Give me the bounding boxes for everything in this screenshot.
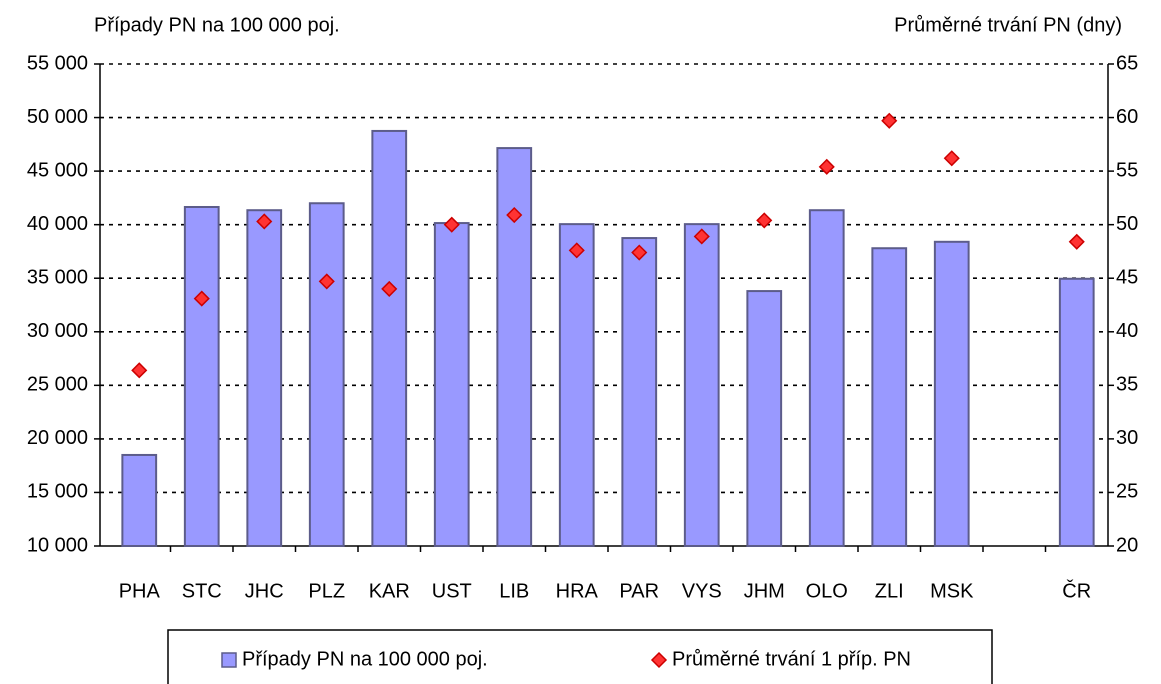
bar xyxy=(808,209,845,547)
bar xyxy=(433,222,470,547)
y-tick-label: 45 000 xyxy=(27,159,88,181)
legend-box xyxy=(167,629,993,684)
legend-label: Průměrné trvání 1 příp. PN xyxy=(672,648,911,670)
y2-tick-label: 55 xyxy=(1116,159,1138,181)
legend-label: Případy PN na 100 000 poj. xyxy=(242,648,488,670)
x-tick-label: MSK xyxy=(930,580,974,602)
bar xyxy=(308,202,345,547)
x-tick-label: KAR xyxy=(369,580,410,602)
y2-tick-label: 35 xyxy=(1116,374,1138,396)
y2-tick-label: 25 xyxy=(1116,481,1138,503)
marker xyxy=(818,158,835,175)
x-tick-label: PHA xyxy=(119,580,161,602)
x-tick-label: UST xyxy=(432,580,472,602)
y-tick-label: 50 000 xyxy=(27,106,88,128)
marker xyxy=(943,150,960,167)
y-tick-label: 10 000 xyxy=(27,534,88,556)
bar xyxy=(933,240,970,547)
y2-tick-label: 30 xyxy=(1116,427,1138,449)
y2-tick-label: 20 xyxy=(1116,534,1138,556)
x-tick-label: JHM xyxy=(744,580,785,602)
y2-axis-title: Průměrné trvání PN (dny) xyxy=(894,14,1122,36)
bar xyxy=(371,129,408,547)
x-tick-label: VYS xyxy=(682,580,722,602)
marker xyxy=(443,216,460,233)
x-tick-label: OLO xyxy=(806,580,848,602)
marker xyxy=(506,206,523,224)
bar xyxy=(246,209,283,547)
x-tick-label: PAR xyxy=(619,580,659,602)
bar xyxy=(183,205,220,547)
y-tick-label: 30 000 xyxy=(27,320,88,342)
marker xyxy=(693,228,710,245)
x-tick-label: HRA xyxy=(556,580,599,602)
y2-tick-label: 45 xyxy=(1116,267,1138,289)
y-axis-title: Případy PN na 100 000 poj. xyxy=(94,14,340,36)
x-tick-label: JHC xyxy=(245,580,284,602)
y-tick-label: 40 000 xyxy=(27,213,88,235)
marker xyxy=(631,244,648,261)
x-tick-label: ČR xyxy=(1062,579,1091,602)
bar xyxy=(621,237,658,548)
x-tick-label: ZLI xyxy=(875,580,904,602)
marker xyxy=(1068,233,1085,250)
marker xyxy=(568,242,585,259)
y2-tick-label: 40 xyxy=(1116,320,1138,342)
bar xyxy=(121,453,158,548)
legend-swatch xyxy=(221,652,237,668)
bar xyxy=(1058,277,1095,547)
bar xyxy=(871,247,908,547)
marker xyxy=(131,362,148,379)
marker xyxy=(756,212,773,229)
marker xyxy=(256,213,273,230)
marker xyxy=(193,290,210,307)
marker xyxy=(881,112,898,129)
y-tick-label: 25 000 xyxy=(27,374,88,396)
bar xyxy=(746,290,783,547)
legend-swatch xyxy=(650,651,668,669)
y2-tick-label: 50 xyxy=(1116,213,1138,235)
x-tick-label: LIB xyxy=(499,580,529,602)
y-tick-label: 15 000 xyxy=(27,481,88,503)
marker xyxy=(318,273,335,290)
bar xyxy=(558,223,595,547)
y-tick-label: 55 000 xyxy=(27,52,88,74)
bar xyxy=(683,223,720,547)
y-tick-label: 35 000 xyxy=(27,267,88,289)
marker xyxy=(381,280,398,297)
x-tick-label: STC xyxy=(182,580,222,602)
y2-tick-label: 65 xyxy=(1116,52,1138,74)
y-tick-label: 20 000 xyxy=(27,427,88,449)
x-tick-label: PLZ xyxy=(308,580,345,602)
y2-tick-label: 60 xyxy=(1116,106,1138,128)
